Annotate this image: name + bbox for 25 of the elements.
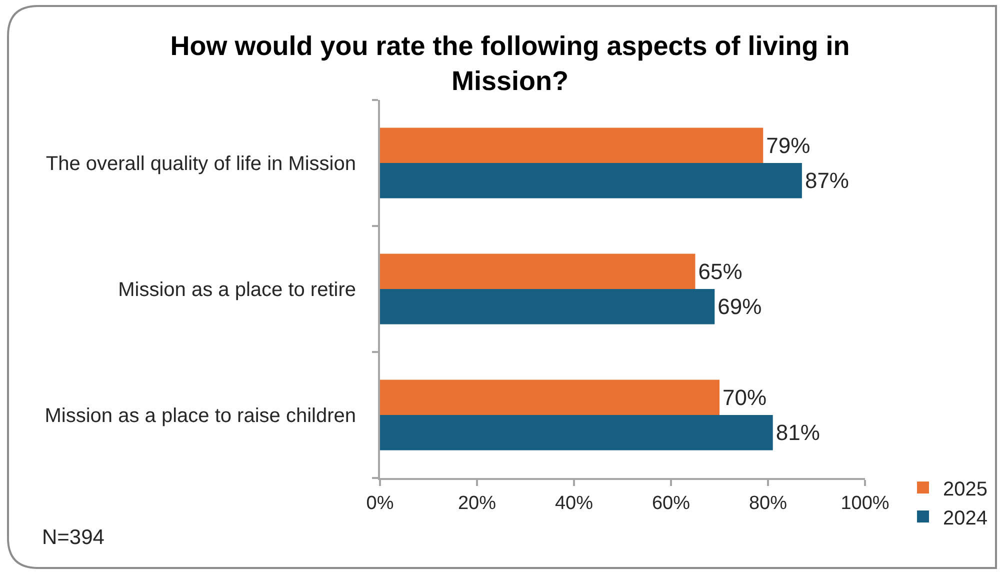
bar (380, 415, 773, 450)
data-label: 87% (804, 168, 849, 194)
data-label: 79% (766, 132, 810, 158)
bar (380, 128, 764, 163)
y-tick-label: Mission as a place to raise children (44, 405, 356, 427)
bar (380, 289, 715, 324)
bar (380, 254, 696, 289)
x-tick-label: 80% (748, 492, 788, 514)
x-tick-label: 100% (840, 492, 890, 514)
data-label: 70% (722, 384, 767, 410)
y-tick-label: The overall quality of life in Mission (46, 153, 356, 175)
y-tick-label: Mission as a place to retire (118, 279, 356, 301)
bar (380, 380, 720, 415)
x-tick-label: 40% (554, 492, 594, 514)
text: N=394 (42, 526, 105, 549)
data-label: 81% (776, 420, 820, 446)
data-label: 65% (698, 258, 742, 284)
x-tick-label: 0% (366, 492, 394, 514)
bar (380, 163, 802, 198)
chart-title: How would you rate the following aspects of living in Mission? (170, 31, 850, 96)
legend-label: 2024 (943, 507, 988, 530)
x-tick-label: 20% (458, 492, 496, 514)
data-label: 69% (718, 294, 762, 320)
legend-label: 2025 (943, 478, 988, 500)
x-tick-label: 60% (652, 492, 690, 514)
